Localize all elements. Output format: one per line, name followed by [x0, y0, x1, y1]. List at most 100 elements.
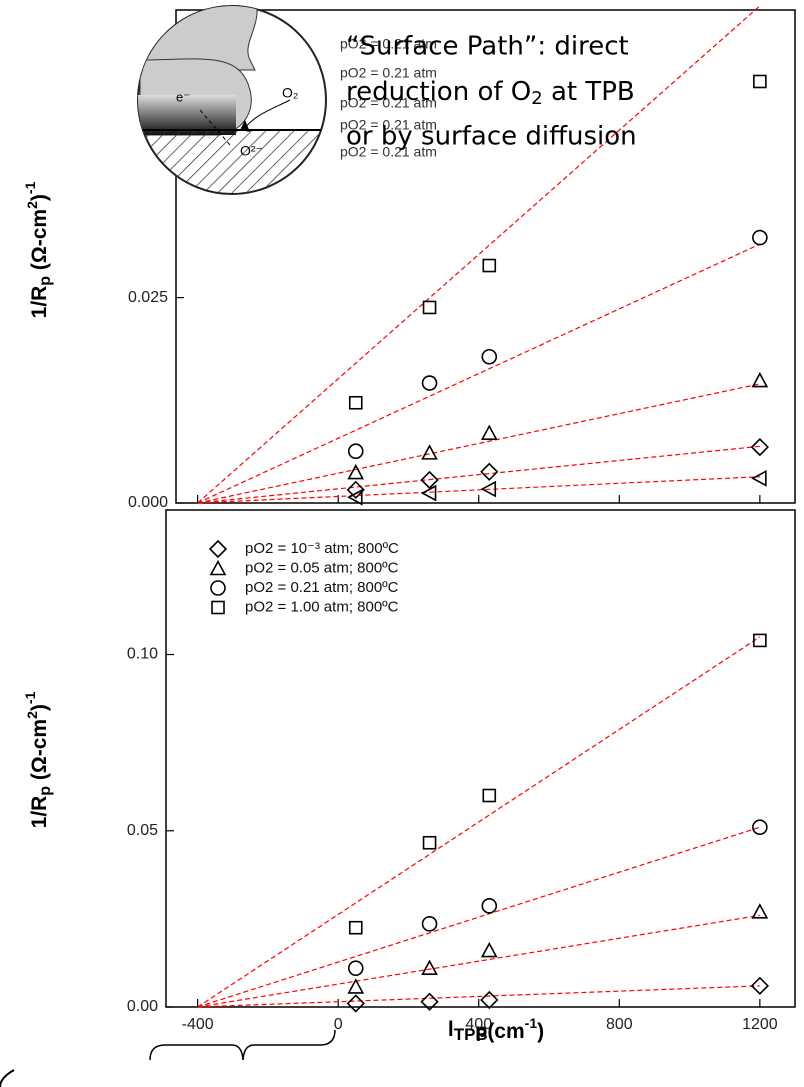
brace — [149, 1029, 336, 1061]
x-axis-title: lTPBp(cm-1) — [448, 1015, 544, 1045]
y-axis-title: 1/Rp (Ω-cm2)-1 — [22, 691, 55, 828]
y-tick-label: 0.000 — [128, 494, 168, 511]
marker — [420, 992, 439, 1011]
marker — [480, 424, 498, 440]
marker — [480, 990, 499, 1010]
marker — [480, 462, 499, 481]
marker — [208, 539, 228, 559]
x-axis-title-part: TPB — [454, 1025, 488, 1044]
fit-line — [197, 476, 760, 504]
marker — [421, 959, 438, 976]
marker — [480, 480, 497, 498]
y-axis-title-part: -1 — [22, 181, 38, 194]
marker — [210, 580, 226, 596]
x-tick-label: 800 — [606, 1016, 633, 1033]
marker — [481, 898, 498, 914]
marker — [753, 633, 767, 648]
legend-label: pO2 = 0.21 atm — [340, 117, 437, 133]
annotation-text: at TPB — [543, 77, 635, 107]
marker — [753, 74, 767, 89]
marker — [209, 559, 227, 576]
marker — [348, 920, 363, 935]
inset-label: O₂ — [282, 85, 298, 101]
x-axis-title-part: (cm — [487, 1020, 524, 1043]
fit-line — [197, 243, 761, 504]
marker — [346, 480, 365, 499]
y-axis-title-part: p — [37, 786, 54, 796]
marker — [751, 903, 769, 919]
y-axis-title-part: p — [37, 276, 54, 286]
marker — [420, 470, 439, 490]
marker — [421, 916, 438, 932]
marker — [347, 463, 365, 480]
legend-label: pO2 = 0.21 atm — [340, 95, 437, 111]
fit-line — [197, 985, 760, 1008]
legend-label: pO2 = 0.05 atm; 800ºC — [245, 559, 399, 576]
marker — [347, 488, 363, 506]
marker — [211, 600, 225, 615]
marker — [751, 371, 769, 388]
marker — [422, 300, 437, 315]
marker — [348, 395, 363, 410]
marker — [347, 960, 364, 977]
legend-label: pO2 = 0.21 atm — [340, 36, 437, 52]
annotation: “Surface Path”: direct reduction of O2 a… — [346, 32, 637, 152]
marker — [347, 443, 364, 460]
x-tick-label: 1200 — [742, 1016, 778, 1033]
marker — [750, 437, 769, 457]
x-tick-label: -400 — [182, 1016, 214, 1033]
bracket — [0, 1069, 15, 1087]
marker — [481, 348, 498, 365]
marker — [420, 484, 437, 502]
inset-label: O²⁻ — [240, 143, 263, 159]
y-tick-label: 0.10 — [127, 646, 158, 663]
y-axis-title-part: (Ω-cm — [28, 209, 51, 276]
annotation-line: reduction of O2 at TPB — [346, 77, 635, 110]
y-axis-title-part: 2 — [24, 711, 40, 719]
x-axis-title-part: l — [448, 1018, 454, 1041]
y-axis-title-part: ) — [28, 194, 51, 201]
fit-line — [197, 445, 760, 504]
marker — [751, 470, 767, 487]
y-axis-title: 1/Rp (Ω-cm2)-1 — [22, 181, 55, 318]
y-axis-title-part: ) — [28, 704, 51, 711]
y-axis-title-part: (Ω-cm — [28, 719, 51, 786]
legend-label: pO2 = 0.21 atm — [340, 144, 437, 160]
x-axis-title-part: ) — [537, 1020, 544, 1043]
inset-diagram: e⁻ O₂ O²⁻ — [137, 5, 327, 195]
marker — [480, 941, 498, 958]
marker — [421, 444, 438, 460]
annotation-sub: 2 — [531, 88, 542, 109]
y-axis-title-part: 1/R — [28, 796, 51, 829]
plot-frame — [175, 9, 796, 504]
fit-line — [197, 5, 761, 504]
marker — [482, 258, 497, 273]
y-tick-label: 0.00 — [127, 998, 158, 1015]
y-axis-title-part: -1 — [22, 691, 38, 704]
marker — [750, 976, 769, 995]
x-axis-title-part: p — [476, 1021, 488, 1042]
marker — [422, 835, 437, 850]
y-tick-label: 0.05 — [127, 822, 158, 839]
plot-frame — [165, 509, 796, 1008]
y-axis-title-part: 1/R — [28, 286, 51, 319]
annotation-line: “Surface Path”: direct — [346, 32, 629, 62]
legend-label: pO2 = 1.00 atm; 800ºC — [245, 598, 399, 615]
legend-label: pO2 = 0.21 atm; 800ºC — [245, 579, 399, 596]
y-axis-title-part: 2 — [24, 201, 40, 209]
y-tick-label: 0.025 — [128, 289, 168, 306]
marker — [421, 375, 438, 391]
legend-label: pO2 = 10⁻³ atm; 800ºC — [245, 540, 399, 557]
marker — [347, 978, 365, 994]
marker — [752, 819, 768, 836]
marker — [346, 994, 365, 1013]
fit-line — [197, 383, 760, 504]
x-tick-label: 400 — [465, 1016, 492, 1033]
legend-label: pO2 = 0.21 atm — [340, 65, 437, 81]
annotation-text: reduction of O — [346, 77, 531, 107]
